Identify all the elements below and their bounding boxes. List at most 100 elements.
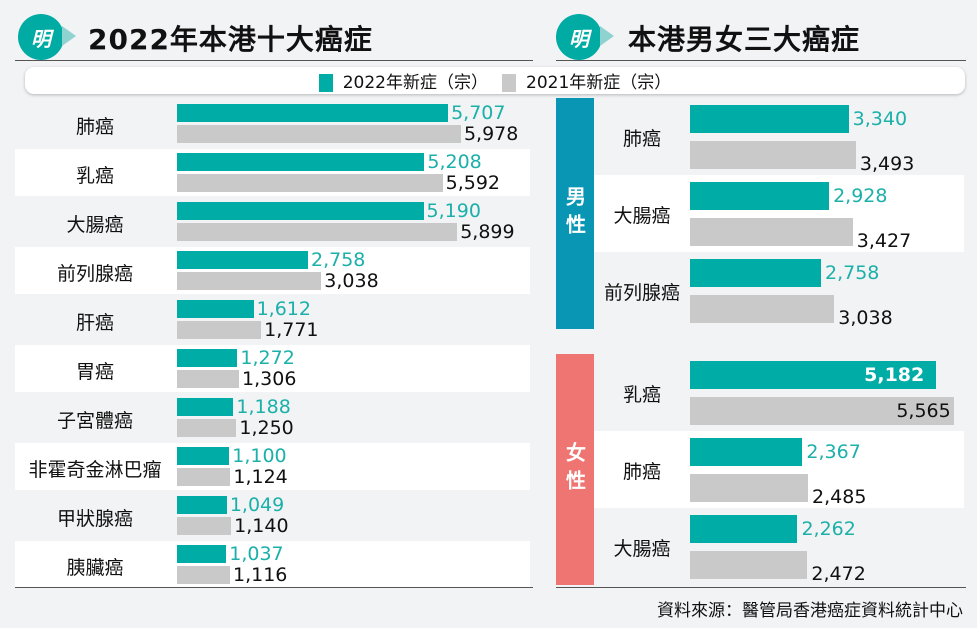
- bar-2022: [177, 251, 308, 269]
- left-chart-title: 2022年本港十大癌症: [88, 23, 373, 56]
- bar-2021: [177, 321, 262, 339]
- bar-2021: [690, 551, 808, 579]
- bar-2021: [690, 295, 835, 323]
- bar-2022: [690, 259, 821, 287]
- value-label-2021: 5,899: [460, 221, 515, 243]
- legend-label: 2022年新症（宗）: [342, 73, 488, 93]
- ming-pao-logo-right: 明: [556, 14, 614, 60]
- value-label-2021: 3,427: [856, 230, 912, 252]
- value-label-2021: 5,592: [445, 172, 501, 194]
- value-label-2022: 1,037: [229, 543, 284, 565]
- ming-pao-logo-left: 明: [18, 14, 76, 60]
- category-label: 甲狀腺癌: [56, 508, 133, 530]
- value-label-2022: 1,612: [256, 298, 311, 320]
- value-label-2021: 2,472: [811, 563, 866, 585]
- value-label-2021: 1,306: [242, 368, 297, 390]
- bar-2022: [690, 361, 937, 389]
- value-label-2022: 1,272: [240, 347, 295, 369]
- bar-2022: [177, 153, 425, 171]
- bar-2021: [177, 419, 237, 437]
- category-label: 大腸癌: [613, 205, 671, 227]
- category-label: 前列腺癌: [603, 282, 680, 304]
- value-label-2021: 2,485: [812, 486, 867, 508]
- category-label: 乳癌: [75, 165, 114, 187]
- bar-2021: [177, 174, 443, 192]
- bar-2022: [177, 496, 227, 514]
- value-label-2022: 2,262: [801, 518, 856, 540]
- bar-2021: [177, 272, 322, 290]
- value-label-2021: 1,140: [234, 515, 289, 537]
- logo-text: 明: [569, 26, 589, 51]
- bar-2021: [690, 474, 809, 502]
- category-label: 大腸癌: [613, 538, 671, 560]
- legend-label: 2021年新症（宗）: [526, 73, 672, 93]
- bar-2022: [690, 105, 849, 133]
- value-label-2022: 5,208: [427, 151, 482, 173]
- source-note: 資料來源：醫管局香港癌症資料統計中心: [657, 601, 963, 621]
- value-label-2022: 2,928: [833, 185, 888, 207]
- left-title-divider: [15, 60, 533, 61]
- value-label-2022: 5,707: [451, 102, 506, 124]
- bar-2021: [690, 141, 856, 169]
- group-tab-female: 女性: [556, 354, 594, 585]
- legend-swatch-2022: [318, 74, 333, 92]
- value-label-2022: 5,182: [864, 364, 925, 386]
- category-label: 肝癌: [75, 312, 114, 334]
- bar-2022: [177, 202, 424, 220]
- category-label: 胃癌: [75, 361, 114, 383]
- value-label-2021: 5,565: [896, 400, 951, 422]
- bottom-divider-right: [556, 587, 966, 588]
- value-label-2021: 5,978: [463, 123, 519, 145]
- value-label-2022: 5,190: [426, 200, 481, 222]
- value-label-2022: 2,758: [311, 249, 366, 271]
- value-label-2022: 1,049: [229, 494, 285, 516]
- bar-2022: [177, 545, 227, 563]
- bar-2021: [177, 370, 240, 388]
- legend-item-2022: 2022年新症（宗）: [318, 68, 488, 93]
- logo-text: 明: [31, 26, 51, 51]
- bottom-divider-left: [15, 587, 533, 588]
- value-label-2021: 3,493: [859, 153, 915, 175]
- bar-2022: [690, 182, 830, 210]
- bar-2021: [177, 125, 461, 143]
- legend-item-2021: 2021年新症（宗）: [502, 68, 671, 93]
- right-chart-title: 本港男女三大癌症: [628, 23, 861, 56]
- value-label-2022: 3,340: [852, 108, 908, 130]
- value-label-2022: 1,100: [232, 445, 287, 467]
- category-label: 大腸癌: [66, 214, 124, 236]
- bar-2022: [690, 515, 798, 543]
- category-label: 胰臟癌: [66, 557, 124, 579]
- value-label-2022: 1,188: [236, 396, 291, 418]
- bar-2021: [690, 218, 853, 246]
- value-label-2021: 1,250: [239, 417, 294, 439]
- value-label-2021: 3,038: [324, 270, 379, 292]
- bar-2022: [177, 349, 238, 367]
- value-label-2021: 1,771: [264, 319, 319, 341]
- value-label-2021: 3,038: [838, 307, 893, 329]
- group-tab-male: 男性: [556, 98, 594, 329]
- category-label: 肺癌: [622, 128, 661, 150]
- bar-2022: [177, 447, 230, 465]
- value-label-2021: 1,124: [233, 466, 288, 488]
- category-label: 肺癌: [75, 116, 114, 138]
- table-row: [15, 443, 530, 490]
- bar-2021: [177, 566, 230, 584]
- table-row: [15, 345, 530, 392]
- bar-2021: [177, 517, 232, 535]
- right-title-divider: [556, 60, 966, 61]
- value-label-2022: 2,367: [806, 441, 861, 463]
- category-label: 非霍奇金淋巴瘤: [28, 459, 162, 481]
- category-label: 肺癌: [622, 461, 661, 483]
- category-label: 子宮體癌: [56, 410, 133, 432]
- category-label: 乳癌: [622, 384, 661, 406]
- bar-2022: [177, 398, 234, 416]
- bar-2022: [177, 104, 449, 122]
- bar-2021: [177, 223, 458, 241]
- bar-2021: [177, 468, 231, 486]
- legend-swatch-2021: [502, 74, 516, 92]
- bar-2021: [690, 397, 955, 425]
- bar-2022: [690, 438, 803, 466]
- value-label-2022: 2,758: [825, 262, 880, 284]
- value-label-2021: 1,116: [233, 564, 288, 586]
- legend: 2022年新症（宗） 2021年新症（宗）: [25, 67, 965, 94]
